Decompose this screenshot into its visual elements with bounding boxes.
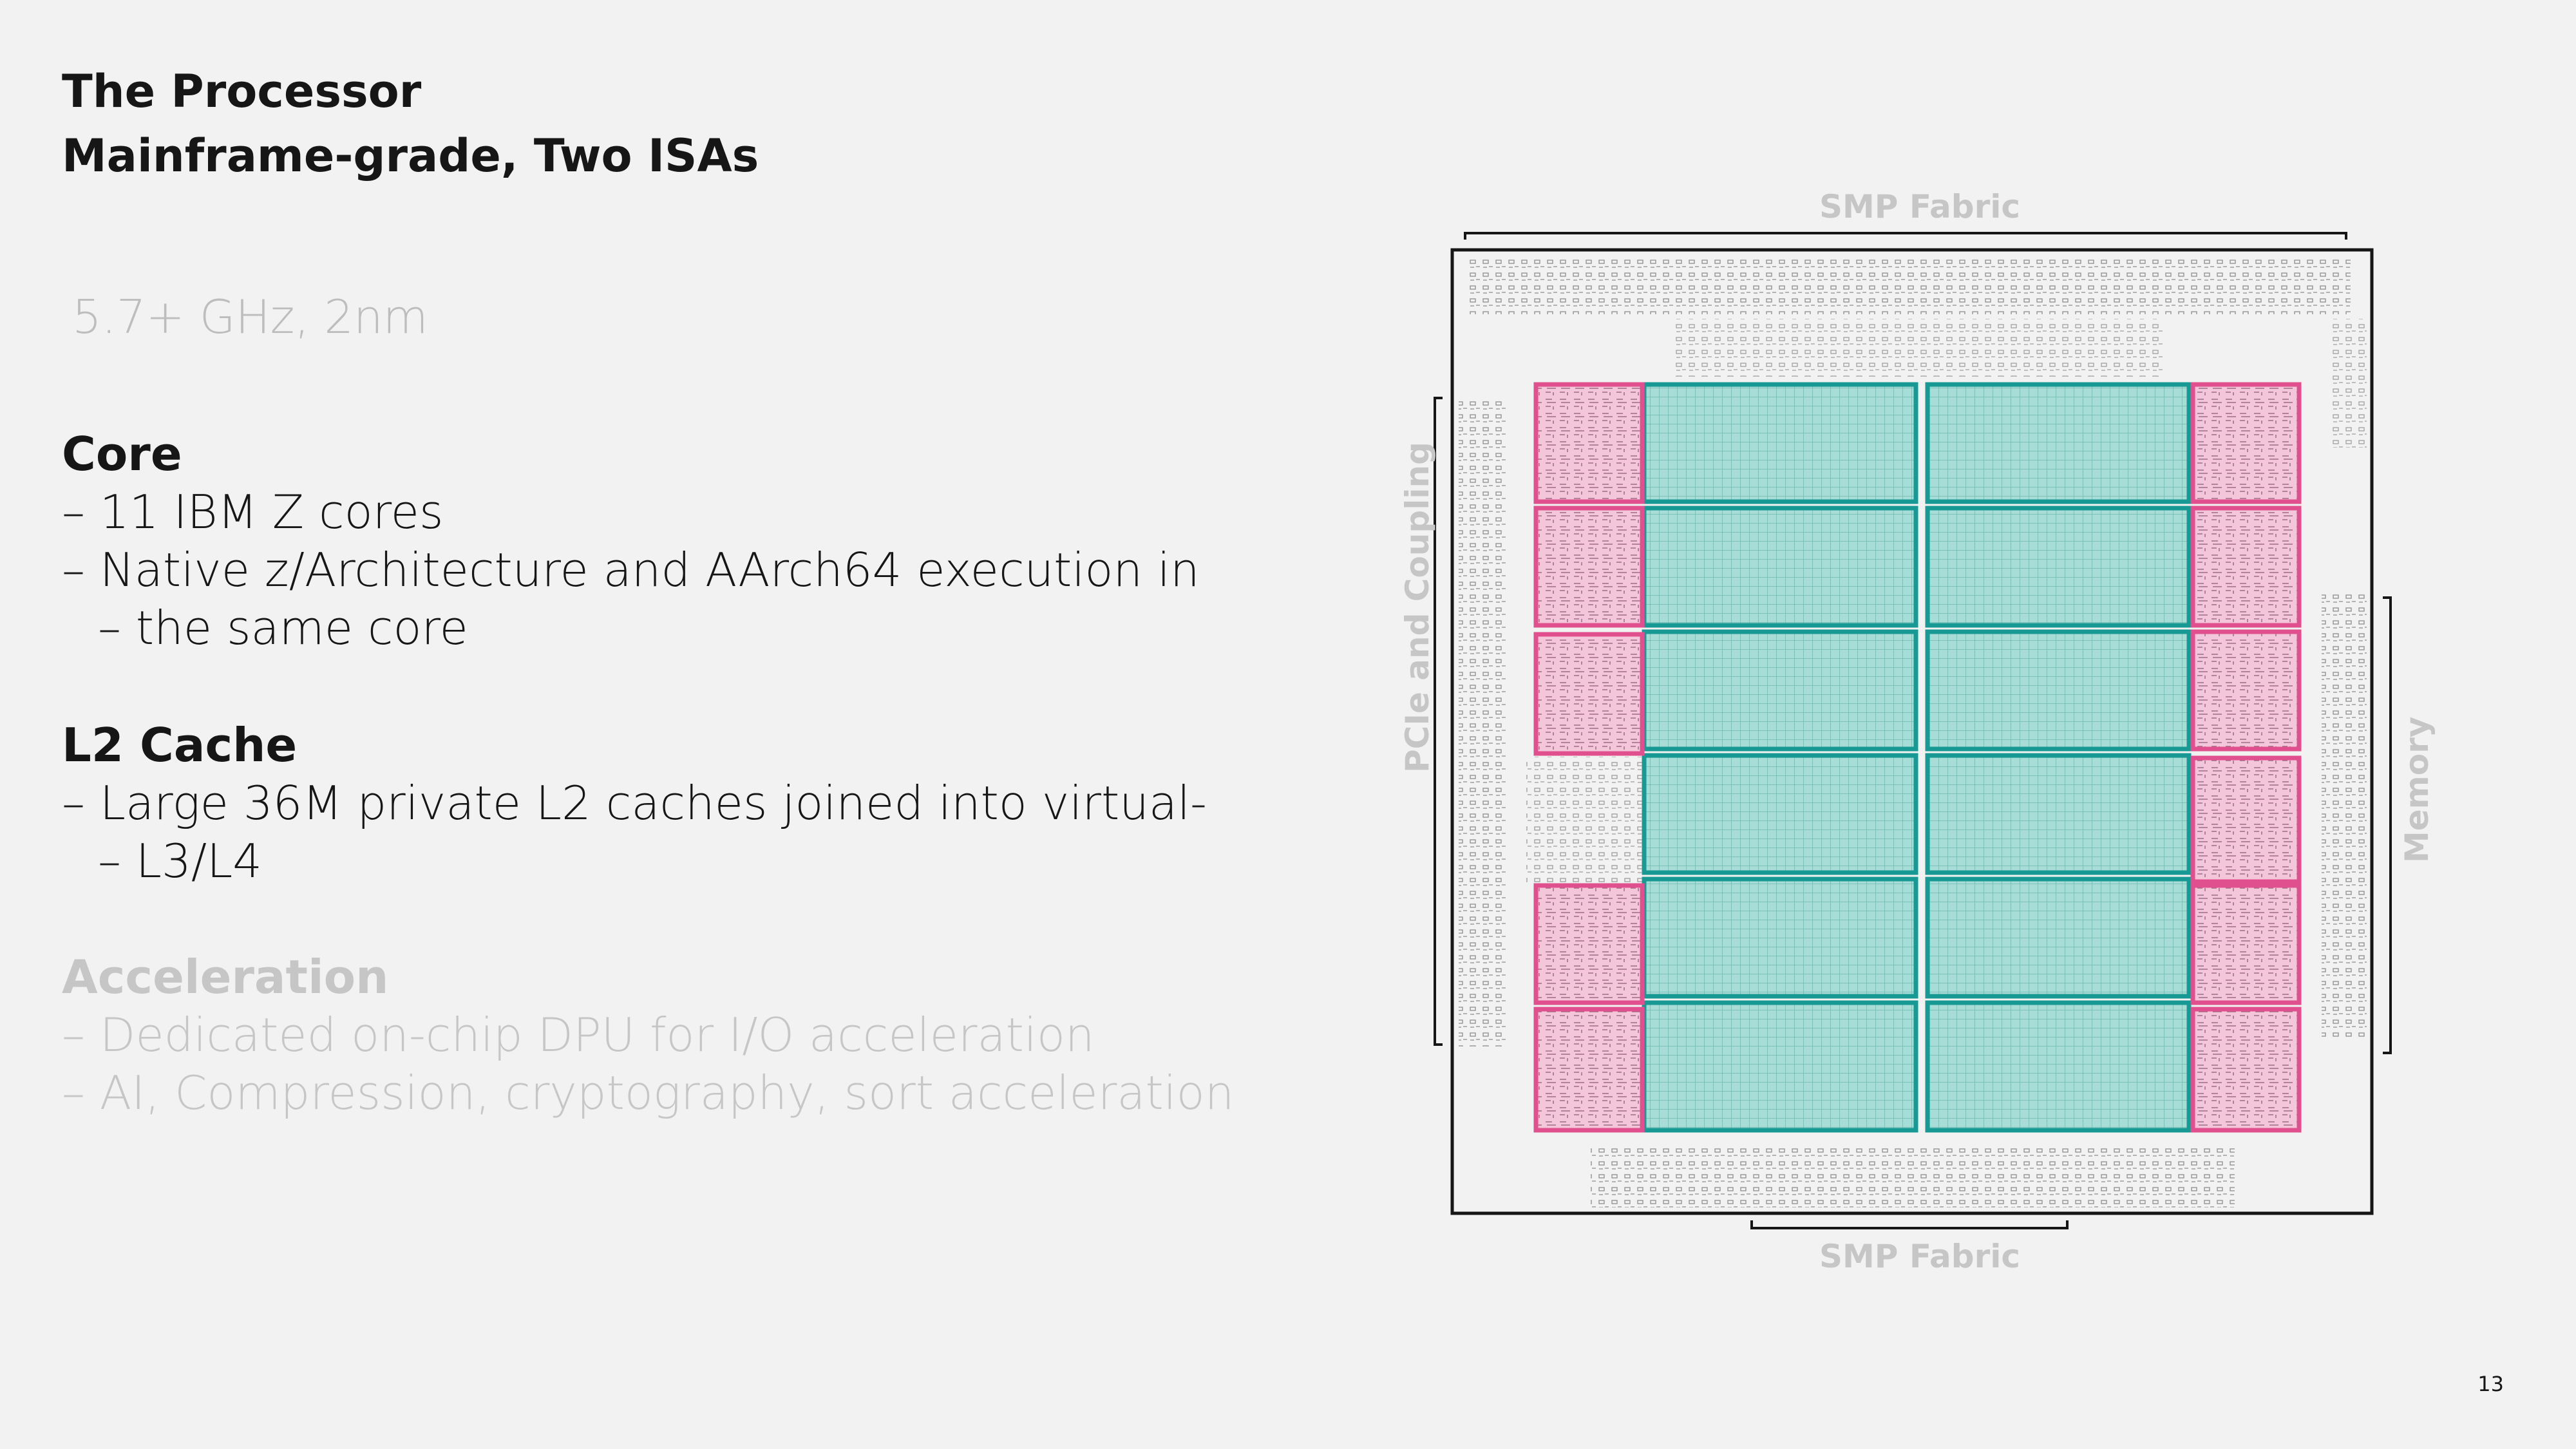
l2-heading: L2 Cache: [62, 718, 298, 772]
accelerator-area: [1526, 757, 1642, 882]
core-array: [1533, 382, 2302, 1133]
smp-io-strip-bottom: [1591, 1146, 2235, 1208]
l2-item: Large 36M private L2 caches joined into …: [62, 774, 1207, 832]
smp-fabric-bottom-label: SMP Fabric: [1819, 1238, 2021, 1275]
smp-fabric-top-label: SMP Fabric: [1819, 188, 2021, 225]
acceleration-item: AI, Compression, cryptography, sort acce…: [62, 1064, 1234, 1122]
l2-item-continued: L3/L4: [62, 832, 1207, 890]
l2-cache-array: [1642, 382, 2192, 1133]
smp-io-logic-top: [1674, 319, 2164, 377]
core-item: 11 IBM Z cores: [62, 483, 1200, 541]
core-list: 11 IBM Z cores Native z/Architecture and…: [62, 483, 1200, 657]
acceleration-heading: Acceleration: [62, 950, 389, 1004]
core-item-continued: the same core: [62, 599, 1200, 657]
l2-section: L2 Cache Large 36M private L2 caches joi…: [62, 716, 1207, 890]
core-item: Native z/Architecture and AArch64 execut…: [62, 541, 1200, 599]
acceleration-list: Dedicated on-chip DPU for I/O accelerati…: [62, 1006, 1234, 1122]
pcie-io-strip: [1459, 399, 1507, 1046]
pcie-bracket: [1434, 397, 1443, 1046]
title-line-1: The Processor: [62, 65, 422, 118]
memory-io-strip: [2322, 592, 2367, 1037]
pcie-coupling-label: PCIe and Coupling: [1399, 442, 1436, 773]
core-heading: Core: [62, 427, 182, 481]
page-number: 13: [2477, 1372, 2504, 1396]
slide-title: The Processor Mainframe-grade, Two ISAs: [62, 59, 759, 188]
memory-bracket: [2383, 596, 2392, 1054]
core-section: Core 11 IBM Z cores Native z/Architectur…: [62, 425, 1200, 657]
memory-label: Memory: [2398, 716, 2436, 863]
frequency-spec: 5.7+ GHz, 2nm: [72, 290, 428, 344]
acceleration-item: Dedicated on-chip DPU for I/O accelerati…: [62, 1006, 1234, 1064]
l2-list: Large 36M private L2 caches joined into …: [62, 774, 1207, 890]
smp-fabric-top-bracket: [1464, 232, 2347, 240]
smp-io-strip-top: [1468, 256, 2351, 314]
title-line-2: Mainframe-grade, Two ISAs: [62, 129, 759, 182]
memory-io-upper: [2331, 319, 2367, 448]
smp-fabric-bottom-bracket: [1750, 1220, 2069, 1229]
acceleration-section: Acceleration Dedicated on-chip DPU for I…: [62, 948, 1234, 1122]
